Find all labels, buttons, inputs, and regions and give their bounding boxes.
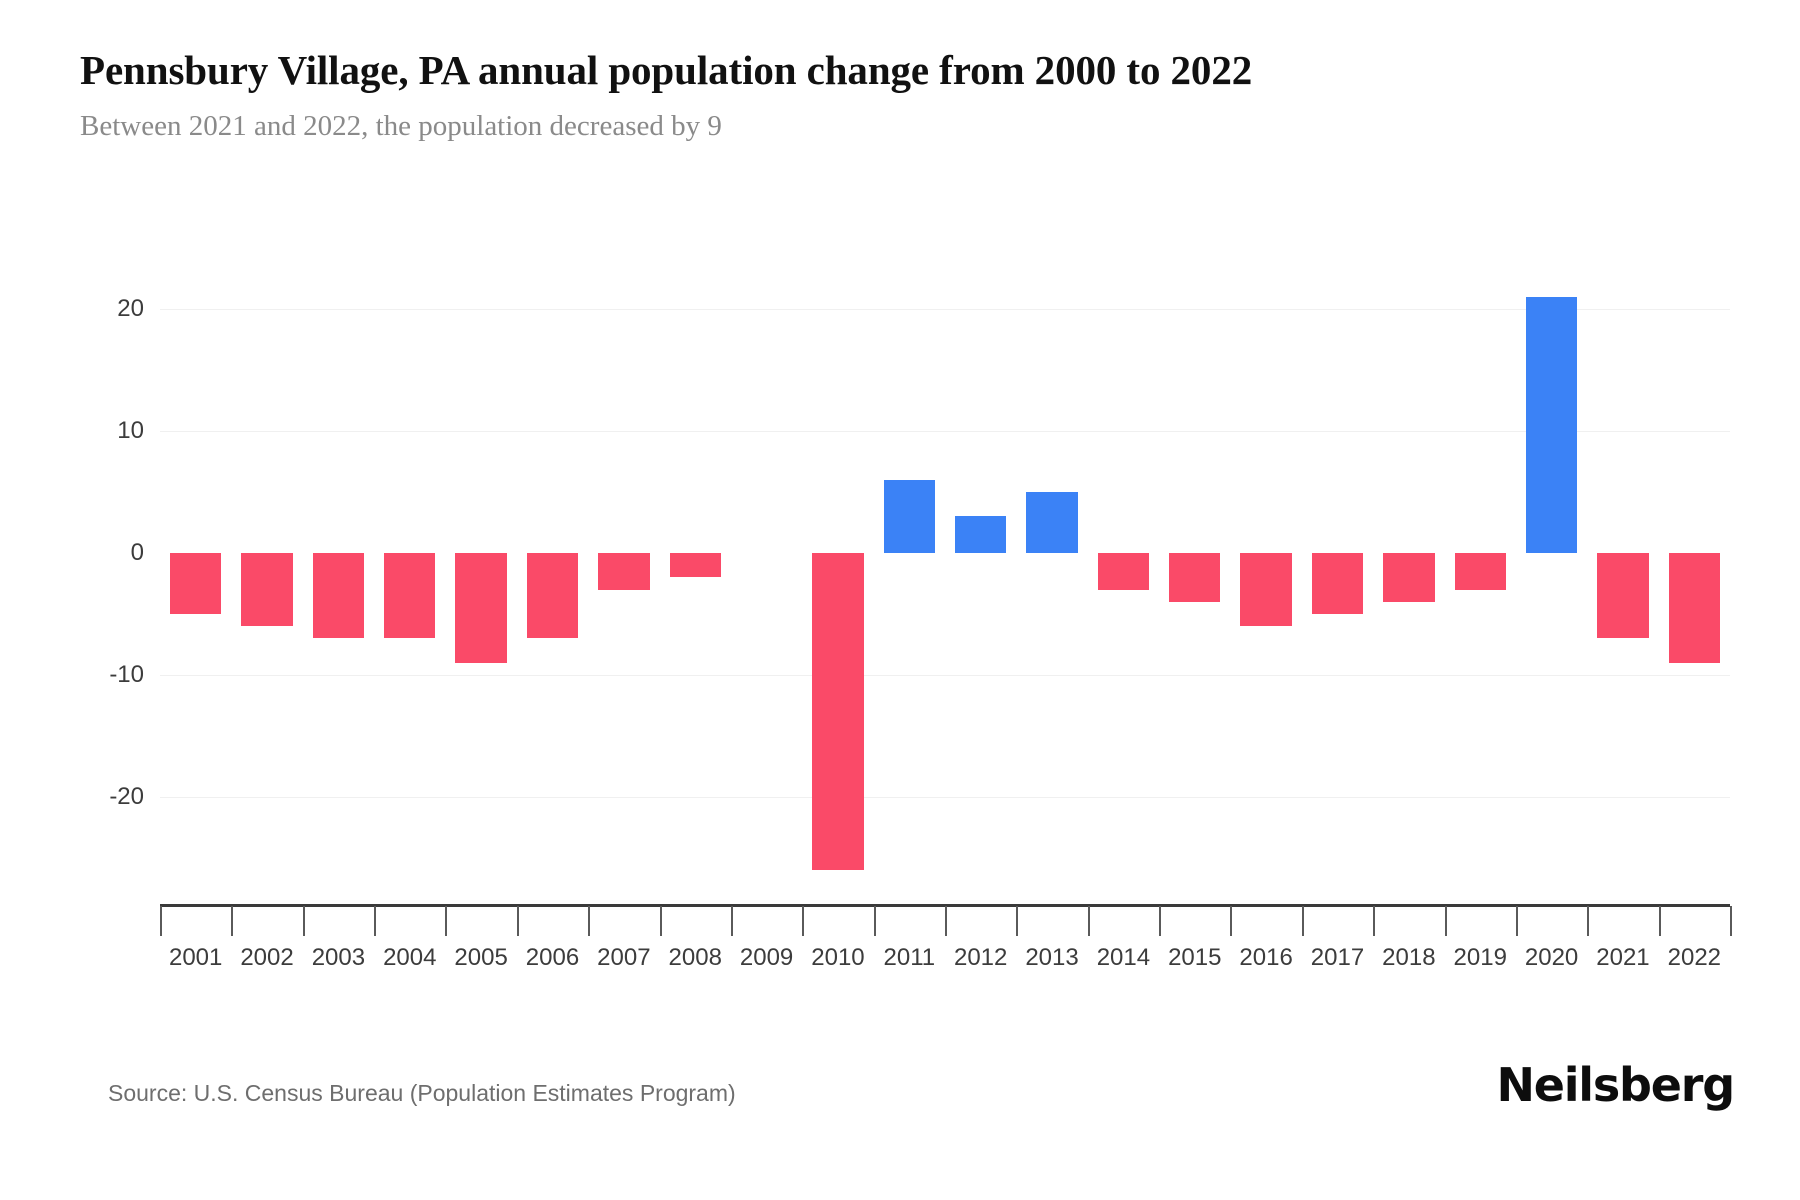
y-axis-tick-label: 20	[117, 295, 144, 322]
x-axis-tick	[730, 906, 733, 936]
bar-2008[interactable]	[669, 553, 721, 578]
x-axis-tick-label: 2013	[1025, 944, 1079, 971]
x-axis-tick-label: 2019	[1453, 944, 1507, 971]
x-axis-tick	[1587, 906, 1590, 936]
x-axis-tick-label: 2015	[1168, 944, 1222, 971]
bar-2022[interactable]	[1668, 553, 1720, 663]
x-axis-tick	[588, 906, 591, 936]
gridline	[160, 797, 1730, 798]
x-axis-tick	[1301, 906, 1304, 936]
page-title: Pennsbury Village, PA annual population …	[80, 47, 1253, 93]
bar-2019[interactable]	[1454, 553, 1506, 590]
bar-2018[interactable]	[1383, 553, 1435, 602]
x-axis-tick-label: 2014	[1096, 944, 1151, 971]
x-axis-tick	[374, 906, 377, 936]
bar-2016[interactable]	[1240, 553, 1292, 627]
x-axis-tick-label: 2016	[1239, 944, 1293, 971]
x-axis-tick	[160, 906, 162, 936]
bar-2015[interactable]	[1169, 553, 1221, 602]
x-axis-tick-label: 2002	[240, 944, 294, 971]
chart-header: Pennsbury Village, PA annual population …	[80, 47, 1740, 143]
bar-2007[interactable]	[598, 553, 650, 590]
bar-2017[interactable]	[1311, 553, 1364, 614]
x-axis-tick	[1016, 906, 1019, 936]
bar-2006[interactable]	[526, 553, 579, 639]
x-axis-tick	[231, 906, 234, 936]
x-axis-tick	[1658, 906, 1661, 936]
y-axis-tick-label: -20	[109, 783, 144, 810]
bar-2012[interactable]	[954, 516, 1007, 553]
x-axis-tick	[1159, 906, 1162, 936]
bar-2013[interactable]	[1026, 492, 1078, 553]
x-axis-tick-label: 2006	[525, 944, 580, 971]
x-axis-tick-label: 2003	[311, 944, 366, 971]
bar-2001[interactable]	[169, 553, 222, 614]
x-axis-tick	[873, 906, 876, 936]
brand-logo: Neilsberg	[1496, 1058, 1735, 1112]
x-axis-tick-label: 2020	[1524, 944, 1579, 971]
x-axis-tick	[1230, 906, 1233, 936]
x-axis-tick	[445, 906, 448, 936]
bar-2021[interactable]	[1597, 553, 1649, 639]
y-axis-tick-label: 10	[117, 417, 144, 444]
x-axis-tick-label: 2007	[597, 944, 651, 971]
x-axis-tick-label: 2021	[1596, 944, 1650, 971]
bar-2003[interactable]	[312, 553, 365, 639]
x-axis-tick-label: 2009	[739, 944, 794, 971]
source-note: Source: U.S. Census Bureau (Population E…	[108, 1080, 736, 1106]
x-axis-tick	[1373, 906, 1376, 936]
bar-2014[interactable]	[1097, 553, 1150, 590]
bar-2005[interactable]	[455, 553, 507, 663]
gridline	[160, 309, 1730, 310]
x-axis-tick	[659, 906, 662, 936]
x-axis-tick	[1515, 906, 1518, 936]
x-axis-tick	[1730, 906, 1732, 936]
x-axis-tick	[945, 906, 947, 936]
x-axis-tick	[516, 906, 519, 936]
chart-subtitle: Between 2021 and 2022, the population de…	[80, 109, 722, 142]
gridlines-and-y-axis: 20 10 0 -10 -20	[109, 0, 1730, 1200]
bar-2011[interactable]	[883, 479, 935, 553]
x-axis-tick-label: 2012	[953, 944, 1008, 971]
x-axis-tick-label: 2022	[1667, 944, 1722, 971]
x-axis: 2001 2002 2003 2004 2005 2006 2007 2008 2009 2010…	[160, 0, 1732, 1200]
bar-series	[160, 0, 1730, 1200]
x-axis-tick	[802, 906, 805, 936]
x-axis-tick-label: 2008	[668, 944, 722, 971]
x-axis-tick-label: 2004	[383, 944, 437, 971]
x-axis-tick-label: 2001	[168, 944, 223, 971]
x-axis-line	[160, 904, 1730, 907]
x-axis-tick-label: 2017	[1310, 944, 1365, 971]
y-axis-tick-label: 0	[130, 539, 144, 566]
x-axis-tick	[302, 906, 305, 936]
gridline	[160, 431, 1730, 432]
bar-2002[interactable]	[241, 553, 293, 627]
gridline	[160, 675, 1730, 676]
x-axis-tick	[1444, 906, 1447, 936]
x-axis-tick-label: 2010	[811, 944, 865, 971]
x-axis-tick-label: 2011	[883, 944, 936, 971]
bar-2004[interactable]	[384, 553, 436, 639]
bar-2020[interactable]	[1525, 296, 1578, 553]
y-axis-tick-label: -10	[109, 661, 144, 688]
x-axis-tick-label: 2018	[1382, 944, 1436, 971]
x-axis-tick-label: 2005	[454, 944, 508, 971]
bar-2010[interactable]	[812, 553, 864, 871]
x-axis-tick	[1087, 906, 1090, 936]
